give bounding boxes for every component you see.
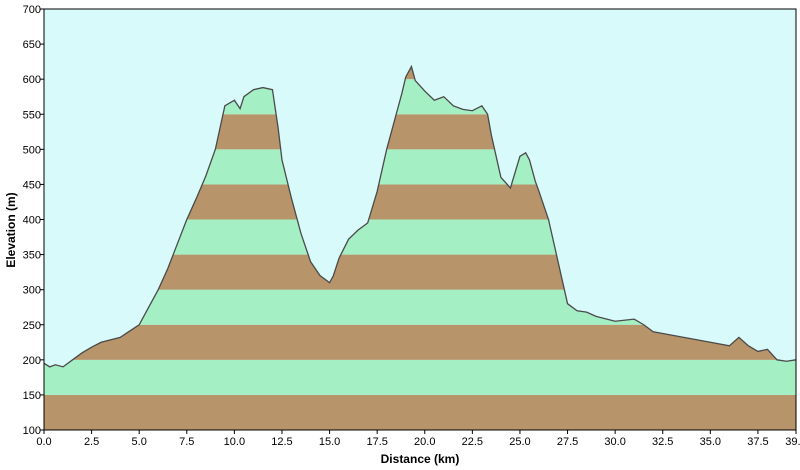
elevation-band — [44, 394, 796, 430]
x-tick-label: 17.5 — [366, 436, 387, 448]
y-tick-label: 150 — [23, 390, 41, 402]
y-tick-label: 500 — [23, 144, 41, 156]
y-tick-label: 650 — [23, 39, 41, 51]
elevation-band — [44, 359, 796, 395]
y-tick-label: 700 — [23, 4, 41, 16]
x-tick-label: 39.5 — [785, 436, 800, 448]
x-tick-label: 22.5 — [462, 436, 483, 448]
plot-area — [43, 9, 797, 430]
axes — [40, 8, 797, 434]
y-tick-label: 400 — [23, 215, 41, 227]
y-axis-title: Elevation (m) — [4, 192, 18, 267]
profile-line — [43, 64, 797, 368]
y-tick-label: 450 — [23, 179, 41, 191]
x-tick-label: 12.5 — [271, 436, 292, 448]
y-tick-label: 350 — [23, 250, 41, 262]
y-tick-label: 300 — [23, 285, 41, 297]
x-tick-label: 27.5 — [557, 436, 578, 448]
y-tick-label: 250 — [23, 320, 41, 332]
tick-labels: 0.0 2.5 5.0 7.5 10.0 12.5 15.0 17.5 20.0 22.5 25.0… — [23, 4, 800, 448]
x-tick-label: 37.5 — [747, 436, 768, 448]
x-tick-label: 5.0 — [132, 436, 147, 448]
x-tick-label: 30.0 — [604, 436, 625, 448]
y-tick-label: 550 — [23, 109, 41, 121]
y-tick-label: 100 — [23, 425, 41, 437]
y-tick-label: 200 — [23, 355, 41, 367]
x-tick-label: 35.0 — [700, 436, 721, 448]
y-tick-label: 600 — [23, 74, 41, 86]
x-tick-label: 32.5 — [652, 436, 673, 448]
x-axis-title: Distance (km) — [381, 452, 460, 466]
x-tick-label: 0.0 — [36, 436, 51, 448]
x-tick-label: 10.0 — [224, 436, 245, 448]
x-tick-label: 15.0 — [319, 436, 340, 448]
x-tick-label: 2.5 — [84, 436, 99, 448]
x-tick-label: 20.0 — [414, 436, 435, 448]
x-tick-label: 7.5 — [179, 436, 194, 448]
x-tick-label: 25.0 — [509, 436, 530, 448]
